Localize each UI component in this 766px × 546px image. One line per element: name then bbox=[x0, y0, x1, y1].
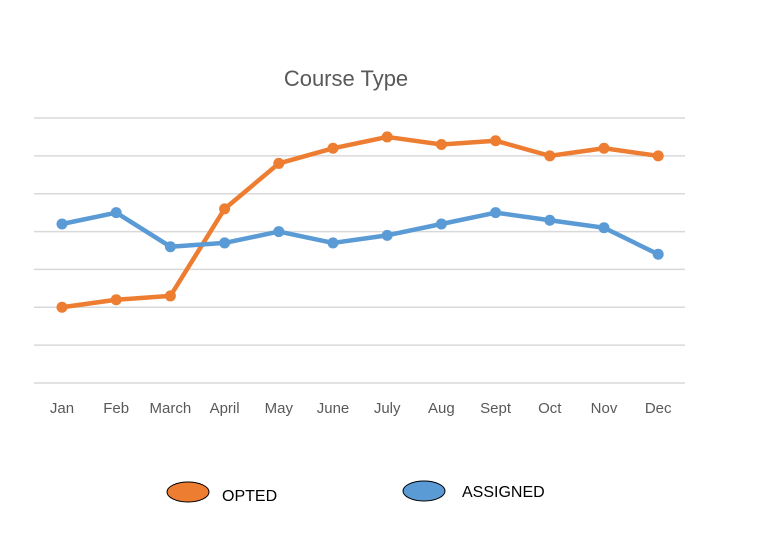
data-point-assigned bbox=[219, 237, 231, 249]
data-point-assigned bbox=[110, 207, 122, 219]
legend-label-opted: OPTED bbox=[222, 488, 277, 505]
data-point-opted bbox=[544, 150, 556, 162]
x-tick-label: Nov bbox=[591, 400, 618, 417]
x-axis-tick-labels: Jan Feb March April May June July Aug Sept Oct Nov… bbox=[50, 400, 672, 417]
data-point-assigned bbox=[652, 248, 664, 260]
data-point-assigned bbox=[327, 237, 339, 249]
x-tick-label: Dec bbox=[645, 400, 672, 417]
series-line-opted bbox=[59, 134, 661, 310]
data-point-assigned bbox=[490, 207, 502, 219]
series-points bbox=[56, 131, 664, 313]
data-point-assigned bbox=[544, 214, 556, 226]
legend: OPTED ASSIGNED bbox=[166, 480, 545, 505]
x-tick-label: Sept bbox=[480, 400, 512, 417]
series-line-assigned bbox=[59, 210, 661, 257]
data-point-assigned bbox=[381, 229, 393, 241]
data-point-assigned bbox=[273, 226, 285, 238]
x-tick-label: May bbox=[265, 400, 294, 417]
series-lines bbox=[59, 134, 661, 310]
data-point-opted bbox=[327, 142, 339, 154]
gridlines bbox=[34, 117, 685, 384]
data-point-opted bbox=[381, 131, 393, 143]
data-point-opted bbox=[598, 142, 610, 154]
x-tick-label: Aug bbox=[428, 400, 455, 417]
x-tick-label: April bbox=[210, 400, 240, 417]
x-tick-label: June bbox=[317, 400, 350, 417]
x-tick-label: Feb bbox=[103, 400, 129, 417]
data-point-assigned bbox=[56, 218, 68, 230]
data-point-opted bbox=[435, 139, 447, 150]
data-point-assigned bbox=[435, 218, 447, 230]
chart-title: Course Type bbox=[284, 66, 408, 91]
data-point-assigned bbox=[598, 222, 610, 234]
x-tick-label: Oct bbox=[538, 400, 562, 417]
data-point-opted bbox=[110, 294, 122, 306]
x-tick-label: July bbox=[374, 400, 401, 417]
data-point-opted bbox=[56, 301, 68, 313]
legend-marker-opted bbox=[166, 481, 210, 503]
x-tick-label: March bbox=[150, 400, 192, 417]
data-point-opted bbox=[273, 157, 285, 169]
data-point-opted bbox=[219, 203, 231, 215]
data-point-opted bbox=[652, 150, 664, 162]
legend-label-assigned: ASSIGNED bbox=[462, 484, 545, 501]
data-point-opted bbox=[490, 135, 502, 147]
legend-marker-assigned bbox=[402, 480, 446, 502]
x-tick-label: Jan bbox=[50, 400, 74, 417]
data-point-opted bbox=[164, 290, 176, 302]
data-point-assigned bbox=[164, 241, 176, 253]
